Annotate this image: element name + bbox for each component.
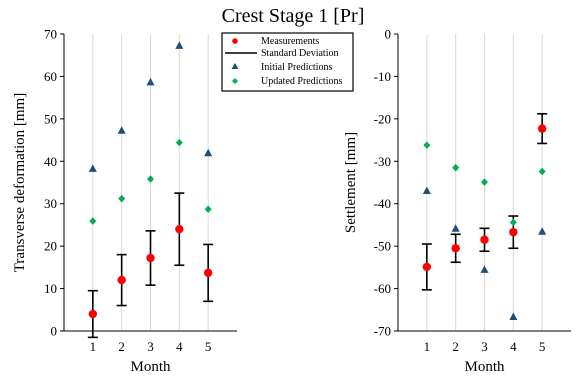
chart-title: Crest Stage 1 [Pr]: [222, 5, 365, 27]
settlement-y-tick-label: -20: [374, 111, 391, 126]
transverse-measurements-point: [146, 253, 155, 263]
settlement-updated-predictions-point: [481, 178, 488, 186]
transverse-updated-predictions-point: [147, 175, 154, 183]
settlement-initial-predictions-point: [480, 265, 489, 273]
settlement-updated-predictions-point: [423, 141, 431, 149]
transverse-measurements-point: [175, 224, 184, 234]
settlement-initial-predictions-point: [538, 227, 547, 235]
transverse-initial-predictions-point: [204, 148, 213, 157]
legend-measurements-marker: [232, 38, 238, 44]
legend-item-initial-predictions: Initial Predictions: [231, 62, 332, 73]
settlement-x-axis-label: Month: [464, 359, 505, 375]
transverse-measurements-point: [203, 268, 213, 278]
legend-updated-predictions-marker: [232, 78, 238, 84]
transverse-x-tick-label: 2: [118, 339, 125, 354]
transverse-y-tick-label: 40: [44, 154, 57, 169]
legend-item-measurements: Measurements: [232, 36, 319, 47]
settlement-y-tick-label: 0: [385, 27, 392, 42]
settlement-measurements-point: [509, 227, 518, 237]
legend-item-standard-deviation: Standard Deviation: [225, 48, 338, 59]
settlement-updated-predictions-point: [509, 218, 517, 227]
transverse-y-tick-label: 20: [44, 239, 57, 254]
transverse-y-tick-label: 50: [44, 111, 57, 126]
settlement-measurements-point: [422, 262, 432, 272]
settlement-y-tick-label: -50: [374, 239, 391, 254]
transverse-x-tick-label: 4: [176, 339, 183, 354]
settlement-y-tick-label: -10: [374, 69, 391, 84]
legend-initial-predictions-marker: [231, 63, 239, 69]
transverse-x-tick-label: 1: [90, 339, 97, 354]
transverse-x-tick-label: 5: [205, 339, 212, 354]
transverse-updated-predictions-point: [89, 217, 97, 225]
settlement-y-tick-label: -40: [374, 196, 391, 211]
settlement-x-tick-label: 2: [452, 339, 459, 354]
transverse-y-axis-label: Transverse deformation [mm]: [12, 93, 28, 272]
legend-measurements-label: Measurements: [261, 36, 319, 47]
settlement-y-tick-label: -30: [374, 154, 391, 169]
transverse-y-tick-label: 0: [51, 324, 58, 339]
settlement-measurements-point: [480, 235, 489, 244]
transverse-updated-predictions-point: [175, 138, 183, 147]
settlement-updated-predictions-point: [538, 167, 546, 176]
settlement-y-tick-label: -70: [374, 324, 391, 339]
settlement-updated-predictions-point: [452, 163, 460, 172]
settlement-x-tick-label: 4: [510, 339, 517, 354]
transverse-updated-predictions-point: [118, 194, 126, 203]
legend-updated-predictions-label: Updated Predictions: [261, 76, 342, 87]
transverse-initial-predictions-point: [88, 164, 97, 172]
transverse-initial-predictions-point: [146, 77, 155, 86]
transverse-deformation-panel: 0 10 20 30 40 50 60 70 1 2 3 4 5 Month Transverse defo…: [12, 27, 237, 375]
settlement-panel: 0 -10 -20 -30 -40 -50 -60 -70 1 2 3 4 5 Month Settleme…: [343, 27, 571, 375]
settlement-measurements-point: [537, 124, 547, 133]
transverse-x-axis-label: Month: [130, 359, 171, 375]
legend-standard-deviation-label: Standard Deviation: [261, 48, 338, 59]
settlement-initial-predictions-point: [422, 186, 431, 194]
settlement-initial-predictions-point: [509, 312, 518, 320]
settlement-initial-predictions-point: [451, 224, 460, 232]
settlement-y-tick-label: -60: [374, 281, 391, 296]
settlement-x-tick-label: 3: [481, 339, 488, 354]
transverse-y-tick-label: 60: [44, 69, 57, 84]
transverse-y-tick-label: 70: [44, 27, 57, 42]
transverse-measurements-point: [117, 275, 126, 285]
settlement-x-tick-label: 5: [539, 339, 546, 354]
legend-initial-predictions-label: Initial Predictions: [261, 62, 332, 73]
transverse-y-tick-label: 10: [44, 281, 57, 296]
settlement-x-tick-label: 1: [424, 339, 431, 354]
transverse-y-tick-label: 30: [44, 196, 57, 211]
transverse-x-tick-label: 3: [147, 339, 154, 354]
transverse-initial-predictions-point: [117, 126, 126, 134]
legend: Measurements Standard Deviation Initial …: [221, 32, 354, 92]
transverse-updated-predictions-point: [204, 205, 212, 214]
transverse-measurements-point: [88, 309, 98, 319]
transverse-initial-predictions-point: [175, 41, 184, 49]
legend-item-updated-predictions: Updated Predictions: [232, 76, 342, 87]
settlement-measurements-point: [451, 244, 460, 253]
settlement-y-axis-label: Settlement [mm]: [343, 132, 359, 233]
